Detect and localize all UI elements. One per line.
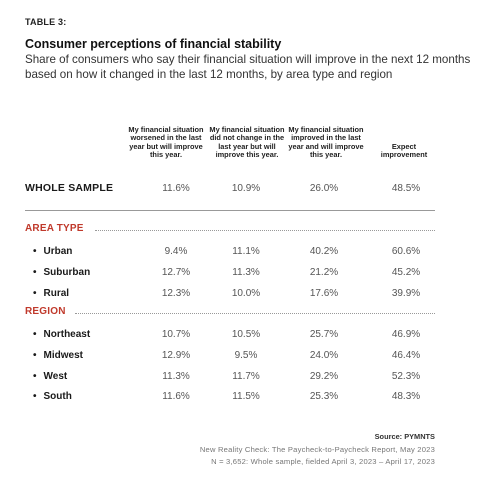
cell-value: 11.6% xyxy=(162,182,190,194)
cell-value: 11.1% xyxy=(232,245,260,257)
row-label: WHOLE SAMPLE xyxy=(25,182,114,194)
table-row: Rural 12.3% 10.0% 17.6% 39.9% xyxy=(25,283,435,303)
table-label: TABLE 3: xyxy=(25,17,67,27)
cell-value: 12.9% xyxy=(161,349,191,361)
divider xyxy=(25,210,435,211)
cell-value: 9.4% xyxy=(164,245,188,257)
table-row: South 11.6% 11.5% 25.3% 48.3% xyxy=(25,386,435,406)
cell-value: 60.6% xyxy=(391,245,421,257)
cell-value: 29.2% xyxy=(309,370,339,382)
row-label: South xyxy=(33,391,72,402)
cell-value: 9.5% xyxy=(234,349,258,361)
section-heading-area-type: AREA TYPE xyxy=(25,223,84,234)
cell-value: 12.7% xyxy=(161,266,191,278)
table-title: Consumer perceptions of financial stabil… xyxy=(25,37,282,51)
cell-value: 11.5% xyxy=(232,390,260,402)
dotted-divider xyxy=(75,313,435,314)
column-header-no-change: My financial situation did not change in… xyxy=(209,124,285,160)
table-row: West 11.3% 11.7% 29.2% 52.3% xyxy=(25,366,435,386)
cell-value: 39.9% xyxy=(391,287,421,299)
cell-value: 12.3% xyxy=(161,287,191,299)
cell-value: 11.3% xyxy=(162,370,190,382)
cell-value: 10.7% xyxy=(161,328,191,340)
column-header-worsened: My financial situation worsened in the l… xyxy=(128,124,204,160)
row-label: Rural xyxy=(33,288,70,299)
table-row: Suburban 12.7% 11.3% 21.2% 45.2% xyxy=(25,262,435,282)
table-subtitle: Share of consumers who say their financi… xyxy=(25,53,471,81)
cell-value: 25.3% xyxy=(309,390,339,402)
cell-value: 21.2% xyxy=(309,266,339,278)
row-label: Midwest xyxy=(33,350,83,361)
row-label: Northeast xyxy=(33,329,91,340)
cell-value: 46.4% xyxy=(391,349,421,361)
cell-value: 11.7% xyxy=(232,370,260,382)
cell-value: 10.9% xyxy=(231,182,261,194)
column-header-improved: My financial situation improved in the l… xyxy=(288,124,364,160)
table-row: Urban 9.4% 11.1% 40.2% 60.6% xyxy=(25,241,435,261)
cell-value: 11.6% xyxy=(162,390,190,402)
sample-note: N = 3,652: Whole sample, fielded April 3… xyxy=(211,457,435,466)
section-heading-region: REGION xyxy=(25,306,66,317)
table-row: Midwest 12.9% 9.5% 24.0% 46.4% xyxy=(25,345,435,365)
cell-value: 24.0% xyxy=(309,349,339,361)
cell-value: 46.9% xyxy=(391,328,421,340)
cell-value: 48.5% xyxy=(391,182,421,194)
report-note: New Reality Check: The Paycheck-to-Paych… xyxy=(199,445,435,454)
row-label: Suburban xyxy=(33,267,91,278)
cell-value: 11.3% xyxy=(232,266,260,278)
cell-value: 45.2% xyxy=(391,266,421,278)
cell-value: 48.3% xyxy=(391,390,421,402)
row-label: Urban xyxy=(33,246,73,257)
source-note: Source: PYMNTS xyxy=(374,432,435,441)
cell-value: 52.3% xyxy=(391,370,421,382)
row-label: West xyxy=(33,371,68,382)
cell-value: 17.6% xyxy=(309,287,339,299)
table-row: Northeast 10.7% 10.5% 25.7% 46.9% xyxy=(25,324,435,344)
cell-value: 40.2% xyxy=(309,245,339,257)
cell-value: 25.7% xyxy=(309,328,339,340)
column-header-expect-improvement: Expect improvement xyxy=(380,141,428,160)
dotted-divider xyxy=(95,230,435,231)
cell-value: 10.0% xyxy=(231,287,261,299)
table-row-whole-sample: WHOLE SAMPLE 11.6% 10.9% 26.0% 48.5% xyxy=(25,178,435,198)
cell-value: 26.0% xyxy=(309,182,339,194)
cell-value: 10.5% xyxy=(231,328,261,340)
